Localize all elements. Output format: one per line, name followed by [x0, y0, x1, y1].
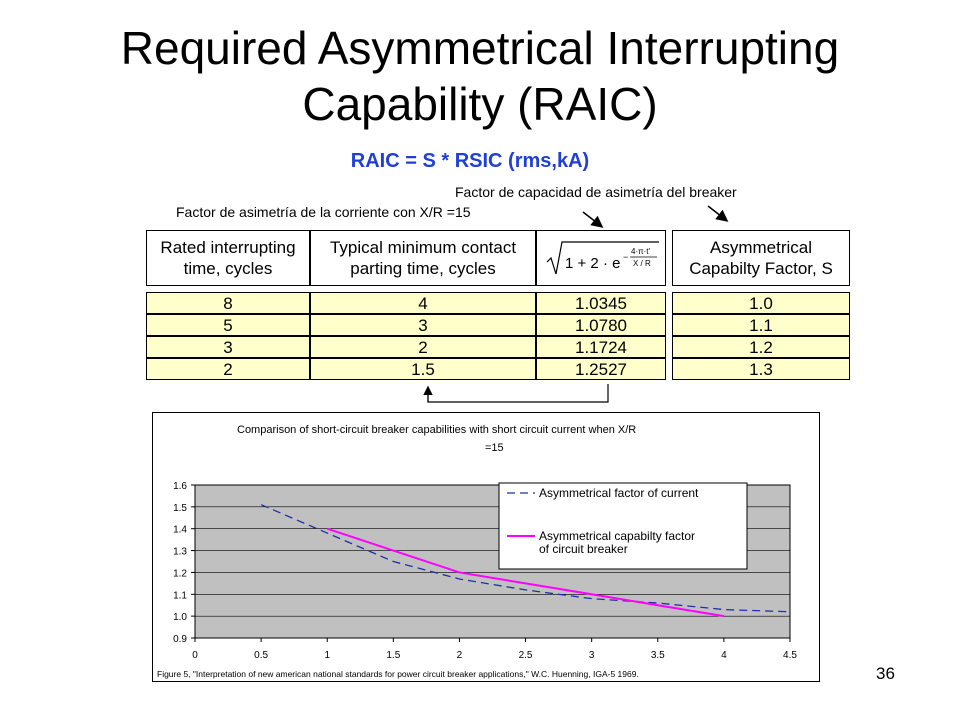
asymmetry-formula-icon: 1 + 2 · e 4·π·t' X / R −	[546, 241, 659, 275]
header-rated-time: Rated interrupting time, cycles	[146, 230, 310, 286]
svg-text:X / R: X / R	[633, 259, 651, 268]
table-cell: 4	[310, 292, 536, 314]
arrow-to-current-factor	[582, 211, 604, 228]
x-tick-label: 2	[457, 650, 463, 661]
y-tick-label: 1.6	[173, 481, 187, 492]
table-cell: 1.2527	[536, 358, 666, 380]
header-rated-time-l2: time, cycles	[183, 259, 273, 278]
legend-label-2: of circuit breaker	[539, 542, 628, 556]
header-rated-time-l1: Rated interrupting	[160, 238, 296, 257]
table-cell: 1.5	[310, 358, 536, 380]
legend-label-2: Asymmetrical capabilty factor	[539, 529, 695, 543]
table-cell: 1.0780	[536, 314, 666, 336]
legend-box	[498, 482, 748, 570]
note-breaker-factor: Factor de capacidad de asimetría del bre…	[455, 184, 737, 200]
y-tick-label: 0.9	[173, 634, 187, 645]
table-cell: 3	[146, 336, 310, 358]
y-tick-label: 1.4	[173, 525, 187, 536]
y-tick-label: 1.5	[173, 503, 187, 514]
table-cell: 5	[146, 314, 310, 336]
x-tick-label: 1	[324, 650, 330, 661]
table-cell: 2	[146, 358, 310, 380]
x-tick-label: 3	[589, 650, 595, 661]
table-cell: 3	[310, 314, 536, 336]
table-cell: 1.0345	[536, 292, 666, 314]
header-parting-time-l1: Typical minimum contact	[329, 238, 517, 257]
legend-label-1: Asymmetrical factor of current	[539, 486, 699, 500]
series-line-1	[260, 504, 791, 613]
header-parting-time: Typical minimum contact parting time, cyc…	[310, 230, 536, 286]
y-tick-label: 1.3	[173, 547, 187, 558]
page-number: 36	[876, 664, 895, 683]
table-cell: 1.3	[672, 358, 850, 380]
figure-source-note: Figure 5, "Interpretation of new america…	[157, 669, 639, 679]
header-capability-factor: Asymmetrical Capabilty Factor, S	[672, 230, 850, 286]
table-cell: 2	[310, 336, 536, 358]
x-tick-label: 3.5	[651, 650, 665, 661]
header-capability-factor-l2: Capabilty Factor, S	[689, 259, 833, 278]
note-current-factor: Factor de asimetría de la corriente con …	[176, 204, 471, 220]
y-tick-label: 1.2	[173, 568, 187, 579]
table-cell: 1.1724	[536, 336, 666, 358]
y-tick-label: 1.1	[173, 590, 187, 601]
arrow-to-breaker-factor	[707, 205, 729, 222]
header-formula-cell: 1 + 2 · e 4·π·t' X / R −	[536, 230, 666, 286]
chart-title: =15	[485, 442, 504, 454]
x-tick-label: 2.5	[519, 650, 533, 661]
header-capability-factor-l1: Asymmetrical	[709, 238, 812, 257]
series-line-2	[326, 527, 725, 618]
slide-title: Required Asymmetrical Interrupting Capab…	[0, 20, 960, 132]
slide-title-line2: Capability (RAIC)	[302, 78, 658, 130]
raic-formula: RAIC = S * RSIC (rms,kA)	[350, 150, 590, 172]
x-tick-label: 4	[721, 650, 727, 661]
x-tick-label: 1.5	[386, 650, 400, 661]
x-tick-label: 0	[192, 650, 198, 661]
table-cell: 1.2	[672, 336, 850, 358]
svg-text:1 + 2 · e: 1 + 2 · e	[565, 255, 620, 272]
svg-text:4·π·t': 4·π·t'	[631, 247, 651, 256]
table-cell: 8	[146, 292, 310, 314]
x-tick-label: 4.5	[783, 650, 797, 661]
y-tick-label: 1.0	[173, 612, 187, 623]
chart-title: Comparison of short-circuit breaker capa…	[237, 424, 636, 436]
svg-text:−: −	[623, 252, 628, 262]
table-cell: 1.0	[672, 292, 850, 314]
slide-title-line1: Required Asymmetrical Interrupting	[120, 22, 840, 74]
header-parting-time-l2: parting time, cycles	[350, 259, 496, 278]
chart-svg: Comparison of short-circuit breaker capa…	[157, 424, 797, 679]
x-tick-label: 0.5	[254, 650, 268, 661]
table-cell: 1.1	[672, 314, 850, 336]
bracket-link	[427, 384, 609, 403]
comparison-chart: Comparison of short-circuit breaker capa…	[152, 412, 820, 682]
